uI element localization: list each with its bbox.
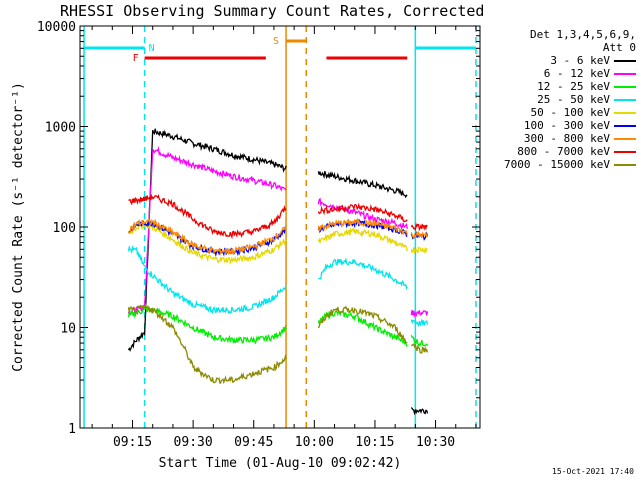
series-7-segment-2	[410, 222, 428, 232]
legend-entry-4: 50 - 100 keV	[486, 106, 636, 119]
x-tick-label-4: 10:15	[355, 435, 394, 450]
legend-swatch-3	[614, 98, 636, 101]
series-7-segment-0	[128, 193, 287, 240]
y-axis-label: Corrected Count Rate (s⁻¹ detector⁻¹)	[11, 82, 26, 372]
flag-label-N: N	[149, 43, 155, 54]
series-8-segment-1	[317, 305, 408, 344]
chart-title: RHESSI Observing Summary Count Rates, Co…	[60, 2, 485, 20]
legend-label-8: 7000 - 15000 keV	[504, 158, 610, 171]
legend-label-4: 50 - 100 keV	[530, 106, 610, 119]
x-axis-label: Start Time (01-Aug-10 09:02:42)	[159, 456, 402, 471]
legend-entry-7: 800 - 7000 keV	[486, 145, 636, 158]
legend-entry-2: 12 - 25 keV	[486, 80, 636, 93]
legend-entry-6: 300 - 800 keV	[486, 132, 636, 145]
legend-label-5: 100 - 300 keV	[523, 119, 610, 132]
x-tick-label-0: 09:15	[113, 435, 152, 450]
series-3-segment-1	[318, 257, 408, 290]
series-0-segment-2	[410, 407, 429, 416]
legend-label-1: 6 - 12 keV	[543, 67, 610, 80]
x-tick-label-3: 10:00	[295, 435, 334, 450]
y-tick-label-4: 10000	[37, 20, 76, 35]
legend-entry-8: 7000 - 15000 keV	[486, 158, 636, 171]
series-8-segment-0	[127, 302, 287, 385]
series-4-segment-1	[317, 227, 408, 252]
series-7	[128, 193, 428, 240]
series-1-segment-1	[317, 197, 408, 230]
legend-entry-0: 3 - 6 keV	[486, 54, 636, 67]
flag-label-S: S	[273, 36, 279, 47]
flag-label-F: F	[133, 53, 139, 64]
legend-swatch-4	[614, 111, 636, 114]
series-8-segment-2	[410, 342, 429, 354]
series-6-segment-1	[317, 217, 408, 235]
legend-swatch-8	[614, 163, 636, 166]
x-tick-label-1: 09:30	[174, 435, 213, 450]
legend-swatch-7	[614, 150, 636, 153]
series-4-segment-0	[127, 221, 287, 265]
series-4-segment-2	[410, 246, 428, 255]
series-0-segment-0	[127, 128, 287, 352]
legend-swatch-2	[614, 85, 636, 88]
legend-entry-5: 100 - 300 keV	[486, 119, 636, 132]
legend-label-6: 300 - 800 keV	[523, 132, 610, 145]
legend-swatch-5	[614, 124, 636, 127]
series-6-segment-2	[410, 230, 428, 240]
series-1	[127, 146, 429, 318]
series-0-segment-1	[317, 171, 408, 199]
series-1-segment-0	[127, 146, 287, 316]
series-3	[127, 244, 429, 327]
series-8	[127, 302, 429, 385]
legend-header-detectors: Det 1,3,4,5,6,9,	[530, 28, 636, 41]
series-3-segment-2	[410, 318, 429, 327]
series-2-segment-2	[410, 335, 429, 348]
y-tick-label-3: 1000	[45, 121, 76, 136]
legend-label-0: 3 - 6 keV	[550, 54, 610, 67]
series-6-segment-0	[128, 218, 287, 256]
series-2-segment-0	[127, 305, 287, 345]
series-6	[128, 217, 428, 256]
series-4	[127, 221, 428, 265]
series-2-segment-1	[317, 309, 408, 348]
legend-label-2: 12 - 25 keV	[537, 80, 610, 93]
legend-swatch-0	[614, 59, 636, 62]
legend-label-7: 800 - 7000 keV	[517, 145, 610, 158]
x-tick-label-5: 10:30	[416, 435, 455, 450]
legend-swatch-6	[614, 137, 636, 140]
legend-header-attenuator: Att 0	[602, 41, 636, 54]
series-3-segment-0	[127, 244, 287, 315]
legend-swatch-1	[614, 72, 636, 75]
legend: Det 1,3,4,5,6,9, Att 0 3 - 6 keV 6 - 12 k…	[486, 28, 636, 171]
x-tick-label-2: 09:45	[234, 435, 273, 450]
y-tick-label-2: 100	[53, 221, 76, 236]
series-1-segment-2	[410, 309, 429, 318]
y-tick-label-0: 1	[68, 422, 76, 437]
series-7-segment-1	[317, 202, 408, 223]
timestamp: 15-Oct-2021 17:40	[552, 467, 634, 476]
series-0	[127, 128, 429, 416]
legend-entry-1: 6 - 12 keV	[486, 67, 636, 80]
legend-entry-3: 25 - 50 keV	[486, 93, 636, 106]
y-tick-label-1: 10	[60, 322, 76, 337]
legend-label-3: 25 - 50 keV	[537, 93, 610, 106]
series-5	[128, 218, 429, 257]
